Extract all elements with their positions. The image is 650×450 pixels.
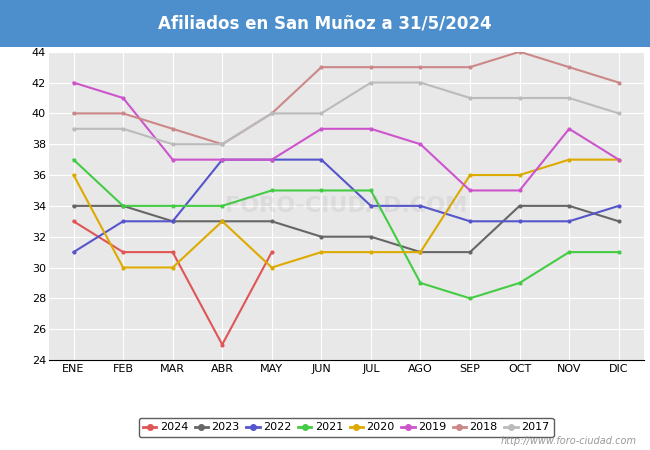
- Legend: 2024, 2023, 2022, 2021, 2020, 2019, 2018, 2017: 2024, 2023, 2022, 2021, 2020, 2019, 2018…: [138, 418, 554, 437]
- Text: FORO-CIUDAD.COM: FORO-CIUDAD.COM: [225, 196, 467, 216]
- Text: Afiliados en San Muñoz a 31/5/2024: Afiliados en San Muñoz a 31/5/2024: [158, 14, 492, 33]
- Text: http://www.foro-ciudad.com: http://www.foro-ciudad.com: [501, 436, 637, 446]
